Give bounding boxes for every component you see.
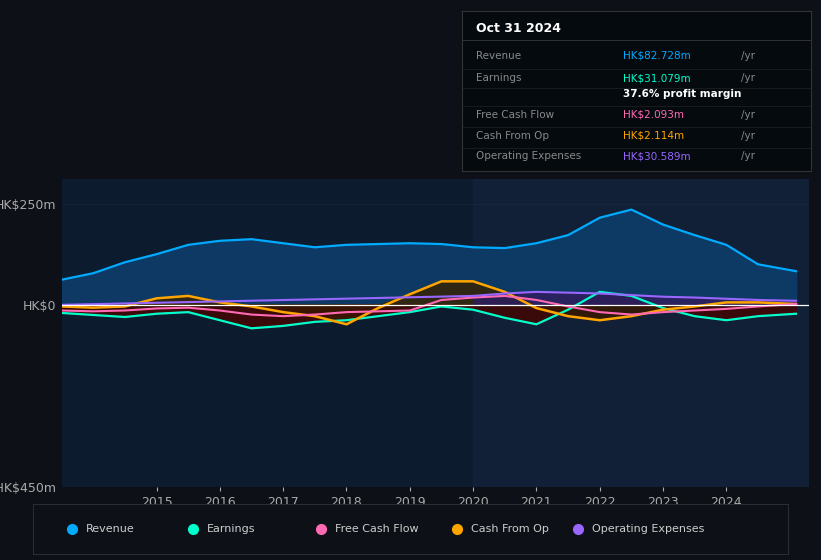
- Text: Revenue: Revenue: [85, 524, 135, 534]
- Text: HK$2.093m: HK$2.093m: [623, 110, 684, 120]
- Text: HK$31.079m: HK$31.079m: [623, 73, 690, 83]
- Text: Oct 31 2024: Oct 31 2024: [476, 22, 562, 35]
- Text: /yr: /yr: [741, 51, 755, 61]
- Text: HK$30.589m: HK$30.589m: [623, 151, 690, 161]
- Text: Cash From Op: Cash From Op: [476, 130, 549, 141]
- Text: Free Cash Flow: Free Cash Flow: [476, 110, 554, 120]
- Text: Free Cash Flow: Free Cash Flow: [335, 524, 419, 534]
- Text: HK$2.114m: HK$2.114m: [623, 130, 684, 141]
- Text: /yr: /yr: [741, 110, 755, 120]
- Text: Operating Expenses: Operating Expenses: [476, 151, 581, 161]
- Text: Earnings: Earnings: [207, 524, 255, 534]
- Text: /yr: /yr: [741, 73, 755, 83]
- Bar: [473, 179, 809, 487]
- Text: 37.6% profit margin: 37.6% profit margin: [623, 89, 741, 99]
- Text: Operating Expenses: Operating Expenses: [592, 524, 704, 534]
- Text: Cash From Op: Cash From Op: [471, 524, 548, 534]
- Text: HK$82.728m: HK$82.728m: [623, 51, 690, 61]
- Text: /yr: /yr: [741, 151, 755, 161]
- Text: Earnings: Earnings: [476, 73, 521, 83]
- Text: /yr: /yr: [741, 130, 755, 141]
- Text: Revenue: Revenue: [476, 51, 521, 61]
